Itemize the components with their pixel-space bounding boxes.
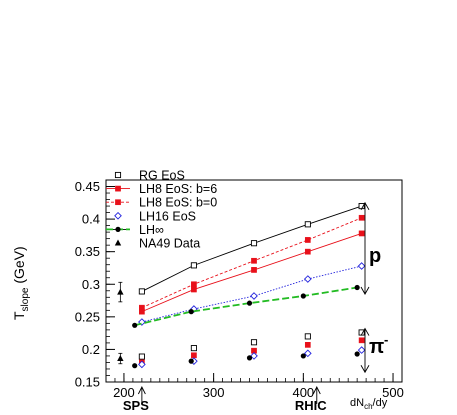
data-point xyxy=(304,342,311,348)
y-tick-label: 0.45 xyxy=(75,179,100,194)
data-point xyxy=(357,262,366,270)
data-point xyxy=(250,292,258,300)
arrow-head xyxy=(137,385,146,395)
data-point xyxy=(132,322,138,328)
arrow-head xyxy=(312,385,321,395)
legend-entry: RG EoS xyxy=(114,169,185,183)
data-point xyxy=(303,349,312,358)
data-point xyxy=(357,346,366,354)
series-line xyxy=(134,286,358,327)
x-tick-label: 400 xyxy=(292,385,314,400)
data-point xyxy=(246,300,253,306)
y-tick-label: 0.25 xyxy=(75,309,100,324)
data-point xyxy=(188,309,194,315)
legend-label: NA49 Data xyxy=(139,237,200,251)
x-axis-title: dNch/dy xyxy=(350,397,388,411)
legend-label: LH16 EoS xyxy=(139,209,196,223)
data-point xyxy=(190,345,197,352)
data-point xyxy=(251,267,257,273)
data-point xyxy=(358,230,365,237)
legend-label: RG EoS xyxy=(139,169,185,183)
data-point xyxy=(246,355,253,361)
data-point xyxy=(138,318,146,326)
y-tick-label: 0.4 xyxy=(82,212,100,227)
pion-charge: - xyxy=(384,332,388,347)
data-point xyxy=(251,257,257,264)
series-8 xyxy=(132,351,360,369)
y-tick-label: 0.3 xyxy=(82,277,100,292)
data-point xyxy=(250,240,258,247)
data-point xyxy=(190,262,197,269)
legend-entry: LH8 EoS: b=6 xyxy=(106,182,217,196)
data-point xyxy=(139,308,145,315)
data-point xyxy=(304,333,311,340)
legend-label: LH8 EoS: b=6 xyxy=(139,182,217,196)
data-point xyxy=(117,355,124,362)
series-0 xyxy=(138,203,365,295)
sps-label: SPS xyxy=(123,398,149,413)
data-point xyxy=(188,358,194,364)
legend-entry: LH8 EoS: b=0 xyxy=(106,196,217,210)
legend-entry: LH16 EoS xyxy=(114,209,196,223)
y-tick-label: 0.35 xyxy=(75,244,100,259)
sps-arrow xyxy=(137,385,146,404)
proton-range-arrow xyxy=(360,201,370,295)
data-point xyxy=(138,360,146,369)
y-tick-label: 0.15 xyxy=(75,375,100,390)
legend-marker xyxy=(114,171,122,179)
legend-label: LH8 EoS: b=0 xyxy=(139,196,217,210)
y-tick-label: 0.2 xyxy=(82,342,100,357)
plot-frame xyxy=(105,179,403,383)
data-point xyxy=(138,288,145,295)
data-point xyxy=(191,352,197,359)
legend-marker xyxy=(114,211,122,220)
series-4 xyxy=(132,284,360,328)
pion-label: π xyxy=(369,336,384,358)
series-9 xyxy=(117,281,124,365)
data-point xyxy=(304,221,311,228)
x-tick-label: 200 xyxy=(113,385,135,400)
series-1 xyxy=(139,214,365,311)
data-point xyxy=(304,237,311,243)
data-point xyxy=(117,288,124,295)
legend-entry: LH∞ xyxy=(106,223,164,237)
data-point xyxy=(304,248,311,255)
legend-marker xyxy=(114,239,122,246)
proton-label: p xyxy=(369,245,381,267)
data-point xyxy=(132,363,138,369)
arrow-head-down xyxy=(360,365,370,374)
pion-range-arrow xyxy=(360,327,370,374)
legend-label: LH∞ xyxy=(139,223,164,237)
rhic-arrow xyxy=(312,385,321,404)
arrow-head-down xyxy=(360,286,370,295)
data-point xyxy=(300,293,306,299)
x-tick-label: 500 xyxy=(382,385,404,400)
annotations: p π - SPS RHIC xyxy=(123,201,388,413)
series-layer xyxy=(117,203,366,369)
legend-entry: NA49 Data xyxy=(114,237,200,251)
legend-marker xyxy=(115,199,121,206)
y-axis-title: Tslope (GeV) xyxy=(11,246,31,320)
data-point xyxy=(358,337,365,344)
data-point xyxy=(191,286,197,293)
data-point xyxy=(303,275,312,283)
data-point xyxy=(300,353,306,359)
arrow-head-up xyxy=(360,201,370,211)
data-point xyxy=(250,352,258,360)
data-point xyxy=(358,214,365,221)
legend-marker xyxy=(115,185,121,192)
arrow-head-up xyxy=(360,327,370,336)
data-point xyxy=(354,284,360,291)
series-2 xyxy=(139,230,365,315)
data-point xyxy=(191,281,197,288)
axes: 0.15 0.2 0.25 0.3 0.35 0.4 0.45 200 300 400 500 Tsl… xyxy=(11,179,404,411)
data-point xyxy=(354,351,360,357)
data-point xyxy=(138,353,145,360)
legend-marker xyxy=(115,226,121,232)
data-point xyxy=(250,339,258,346)
rhic-label: RHIC xyxy=(295,398,327,413)
x-tick-label: 300 xyxy=(203,385,225,400)
